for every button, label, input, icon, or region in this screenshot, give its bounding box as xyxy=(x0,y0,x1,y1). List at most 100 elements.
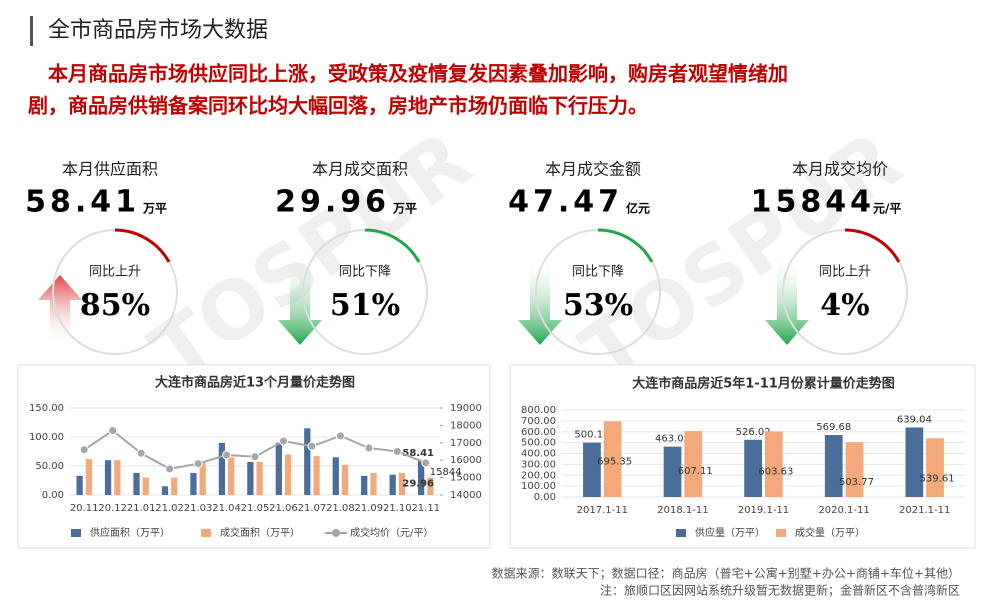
kpi-value: 58.41 xyxy=(25,185,140,220)
y-tick-label: 500.00 xyxy=(521,438,556,449)
bar xyxy=(845,442,864,497)
data-label: 503.77 xyxy=(839,477,874,488)
legend-swatch xyxy=(776,529,786,537)
bar xyxy=(824,435,843,497)
x-tick-label: 21.08 xyxy=(326,503,355,514)
chart-title: 大连市商品房近13个月量价走势图 xyxy=(155,375,355,391)
data-label: 526.02 xyxy=(736,427,771,438)
y-tick-label: 200.00 xyxy=(521,470,556,481)
y2-tick-label: 18000 xyxy=(450,420,482,431)
bar xyxy=(398,472,406,495)
y-tick-label: 0.00 xyxy=(534,492,556,503)
data-label: 15844 xyxy=(430,467,462,478)
kpi-unit: 万平 xyxy=(142,202,167,216)
legend-swatch xyxy=(201,529,211,537)
kpi-label: 本月成交面积 xyxy=(312,160,408,179)
bar xyxy=(76,475,83,495)
x-tick-label: 20.12 xyxy=(98,503,127,514)
line-point xyxy=(193,459,203,469)
line-point xyxy=(392,447,402,456)
legend-label: 供应量（万平） xyxy=(695,526,765,539)
y2-tick-label: 14000 xyxy=(450,490,482,501)
y-tick-label: 400.00 xyxy=(521,449,556,460)
kpi-arc xyxy=(114,228,171,263)
bar xyxy=(684,430,703,497)
kpi-value: 15844 xyxy=(751,185,875,220)
bar xyxy=(926,438,944,497)
y-tick-label: 100.00 xyxy=(29,432,64,443)
bar xyxy=(663,446,682,497)
chart-title: 大连市商品房近5年1-11月份累计量价走势图 xyxy=(632,376,895,392)
bar xyxy=(104,460,112,495)
watermark: TOSPUR xyxy=(135,114,488,400)
bar xyxy=(161,486,169,495)
bar xyxy=(583,442,601,497)
bar xyxy=(142,477,149,495)
bar xyxy=(332,457,339,495)
line-point xyxy=(136,448,146,458)
kpi-label: 本月供应面积 xyxy=(62,160,158,179)
y-tick-label: 0.00 xyxy=(42,490,64,501)
line-point xyxy=(307,441,317,451)
summary-line: 本月商品房市场供应同比上涨，受政策及疫情复发因素叠加影响，购房者观望情绪加 xyxy=(48,62,788,86)
line-point xyxy=(278,436,288,446)
data-label: 607.11 xyxy=(678,466,713,477)
bar xyxy=(603,421,622,497)
kpi-percent: 4% xyxy=(820,288,869,323)
data-label: 569.68 xyxy=(816,422,851,433)
bar xyxy=(199,463,206,495)
y-tick-label: 150.00 xyxy=(29,403,64,414)
data-label: 29.96 xyxy=(402,479,434,490)
bar xyxy=(389,474,396,495)
down-arrow xyxy=(765,255,809,345)
legend-swatch xyxy=(71,529,81,537)
kpi-change: 同比下降 xyxy=(572,265,624,280)
watermark: TOSPUR xyxy=(565,114,918,400)
kpi-value: 47.47 xyxy=(508,185,623,220)
bar xyxy=(218,442,226,495)
bar xyxy=(256,461,263,495)
footer-note: 注：旅顺口区因网站系统升级暂无数据更新；金普新区不含普湾新区 xyxy=(600,583,960,598)
bar xyxy=(765,431,783,497)
kpi-unit: 万平 xyxy=(392,202,417,216)
bar xyxy=(418,461,425,495)
kpi-change: 同比上升 xyxy=(89,265,141,280)
bar xyxy=(284,454,292,495)
line-point xyxy=(250,452,260,462)
footer-note: 数据来源：数联天下；数据口径：商品房（普宅+公寓+别墅+办公+商铺+车位+其他） xyxy=(492,566,960,581)
x-tick-label: 21.04 xyxy=(212,503,241,514)
bar xyxy=(275,442,282,495)
y2-tick-label: 15000 xyxy=(450,473,482,484)
x-tick-label: 21.10 xyxy=(383,503,412,514)
summary-line: 剧，商品房供销备案同环比均大幅回落，房地产市场仍面临下行压力。 xyxy=(28,94,648,118)
bar xyxy=(313,456,320,495)
data-label: 639.04 xyxy=(897,415,932,426)
bar xyxy=(247,461,254,495)
bar xyxy=(361,475,368,495)
bar xyxy=(905,427,924,497)
legend-label: 成交量（万平） xyxy=(795,526,865,539)
kpi-change: 同比上升 xyxy=(819,265,871,280)
line-point xyxy=(108,426,118,436)
kpi-unit: 亿元 xyxy=(626,201,650,216)
legend-label: 成交均价（元/平） xyxy=(350,526,433,539)
kpi-label: 本月成交金额 xyxy=(545,160,641,179)
bar xyxy=(341,464,349,495)
x-tick-label: 2019.1-11 xyxy=(738,505,789,516)
kpi-label: 本月成交均价 xyxy=(792,160,888,179)
kpi-value: 29.96 xyxy=(275,185,390,220)
kpi-percent: 51% xyxy=(330,288,400,323)
bar xyxy=(370,472,377,495)
kpi-unit: 元/平 xyxy=(873,202,901,216)
x-tick-label: 21.02 xyxy=(155,503,184,514)
bar xyxy=(133,472,140,495)
data-label: 603.63 xyxy=(758,466,793,477)
kpi-change: 同比下降 xyxy=(339,265,391,280)
x-tick-label: 2017.1-11 xyxy=(577,505,628,516)
down-arrow xyxy=(518,255,562,345)
x-tick-label: 20.11 xyxy=(70,503,99,514)
x-tick-label: 2020.1-11 xyxy=(818,505,869,516)
y2-tick-label: 16000 xyxy=(450,455,482,466)
title-bar xyxy=(30,16,33,46)
